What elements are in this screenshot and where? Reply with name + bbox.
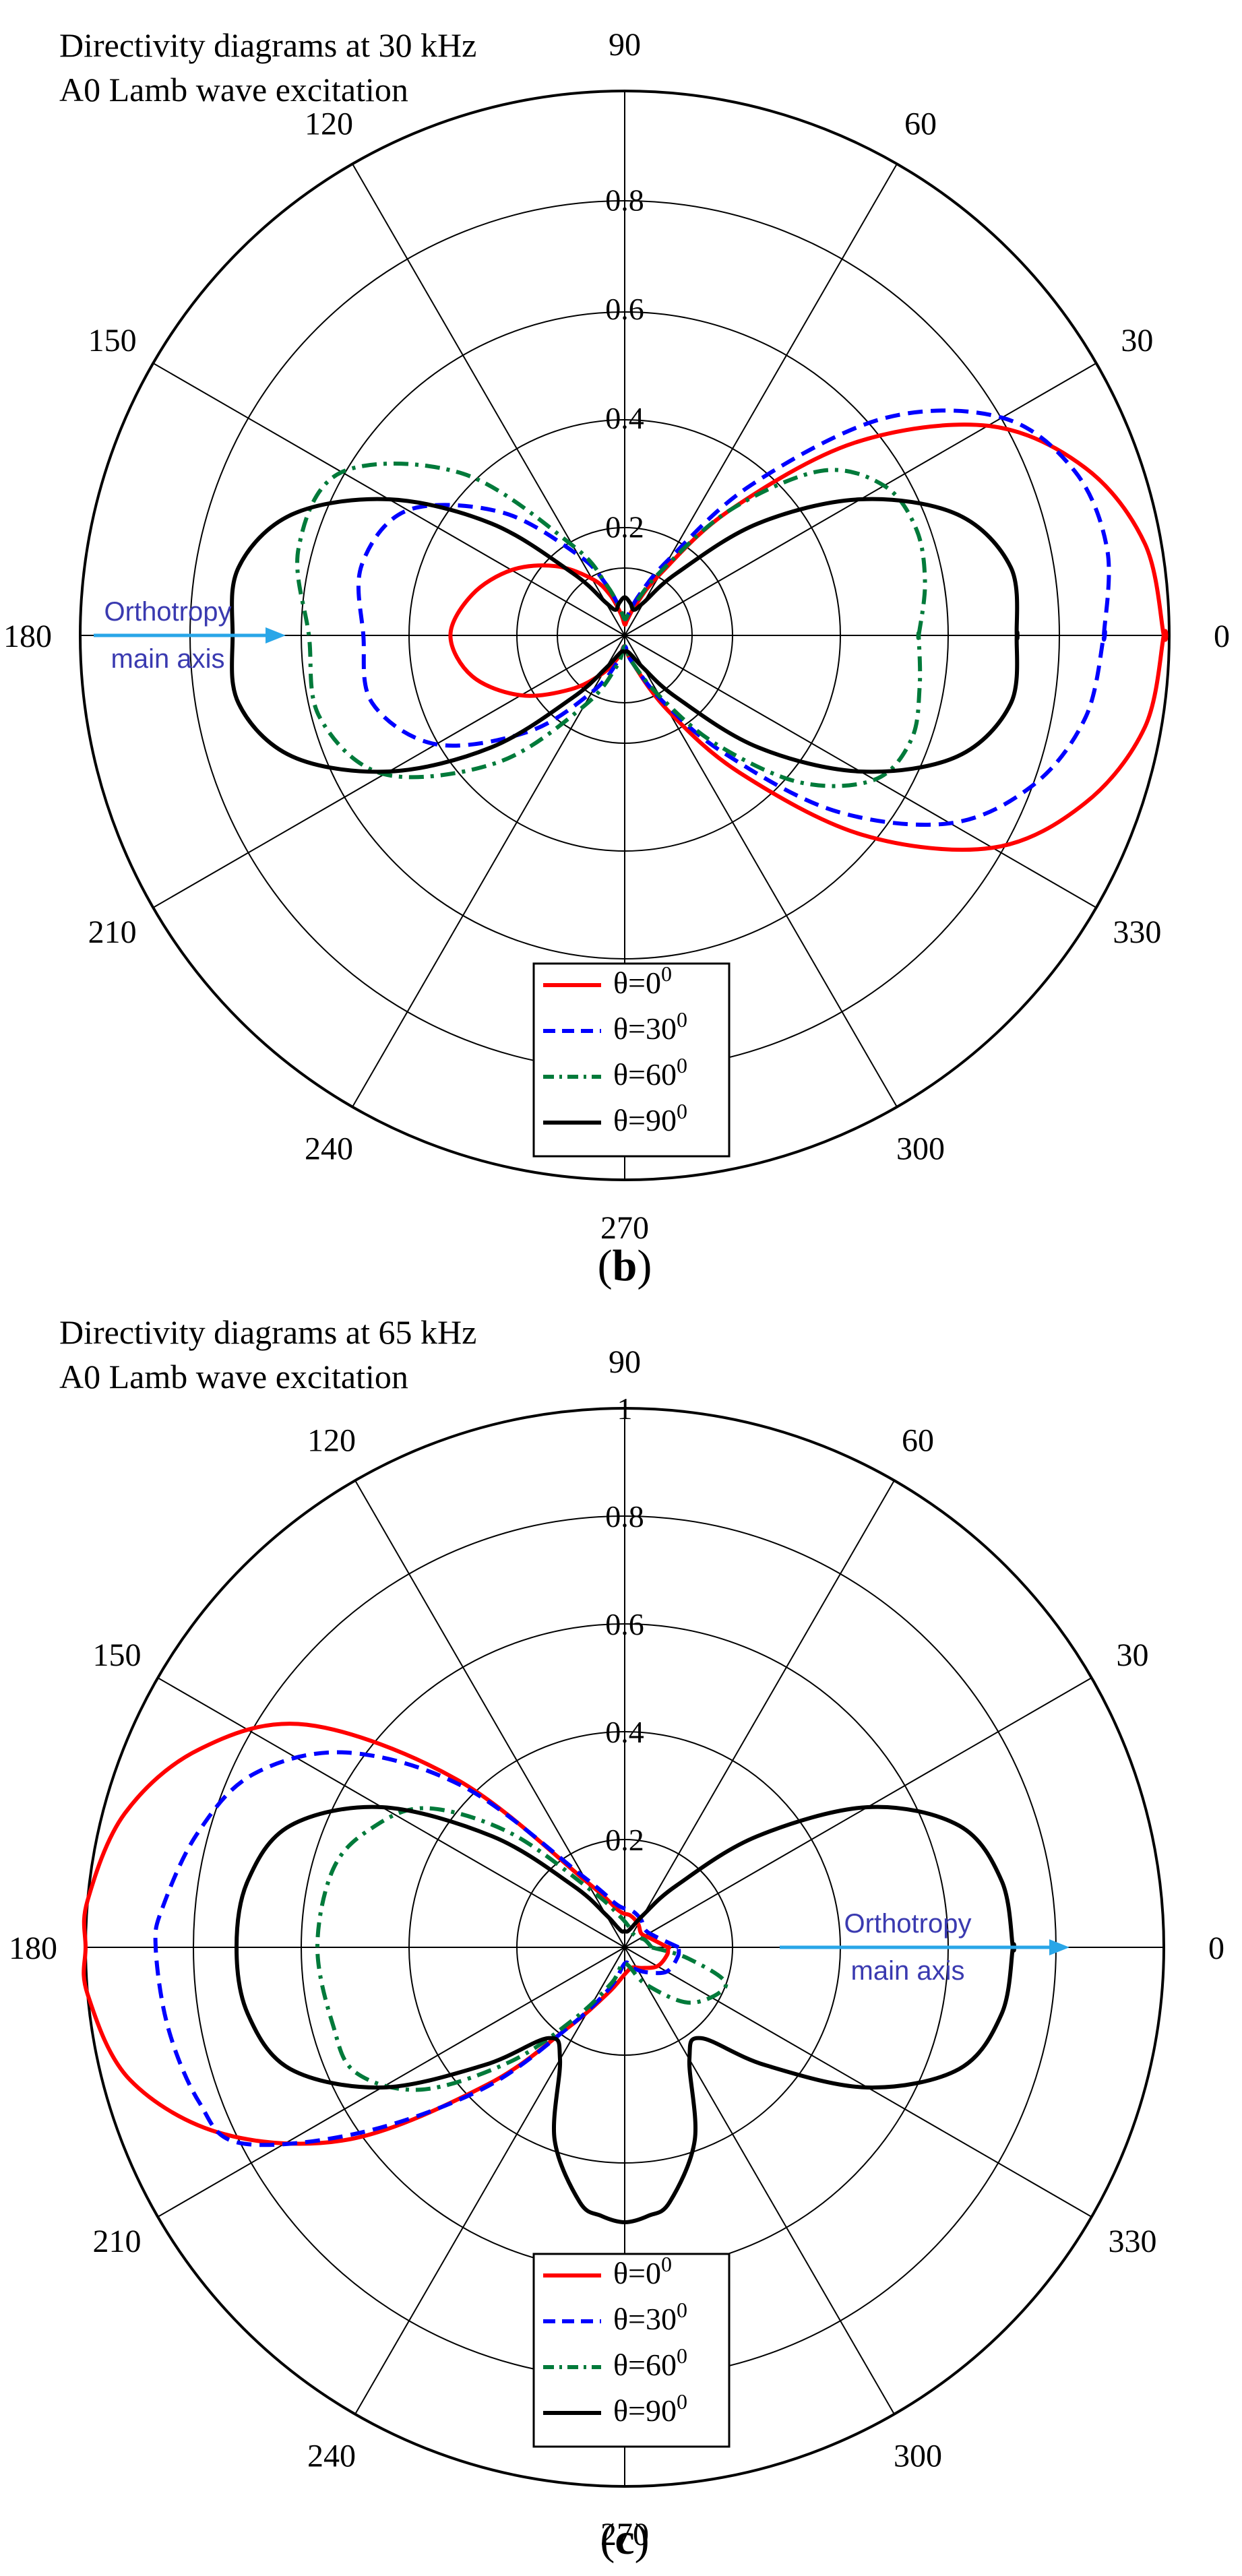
panel-label: (b) bbox=[598, 1241, 652, 1290]
angle-label: 240 bbox=[307, 2438, 356, 2474]
legend-label-main: θ=60 bbox=[613, 2348, 677, 2382]
radial-tick-label: 0.8 bbox=[605, 1499, 644, 1534]
series-line bbox=[82, 1722, 671, 2146]
radial-tick-label: 0.2 bbox=[605, 509, 644, 544]
legend-label-main: θ=60 bbox=[613, 1057, 677, 1092]
chart-subtitle: A0 Lamb wave excitation bbox=[59, 71, 408, 108]
angle-label: 0 bbox=[1214, 619, 1230, 654]
legend-label-sup: 0 bbox=[677, 2344, 687, 2368]
annotation-line-2: main axis bbox=[111, 644, 225, 674]
series-line bbox=[315, 1806, 728, 2092]
legend-label-main: θ=0 bbox=[613, 2256, 661, 2290]
legend-label-sup: 0 bbox=[661, 2252, 672, 2276]
angle-label: 270 bbox=[600, 2517, 649, 2552]
legend-label-main: θ=30 bbox=[613, 2302, 677, 2336]
angle-label: 300 bbox=[896, 1131, 945, 1166]
series-line bbox=[295, 462, 927, 788]
angle-label: 300 bbox=[894, 2438, 942, 2474]
series-line bbox=[153, 1750, 683, 2147]
legend-label: θ=300 bbox=[613, 2298, 687, 2336]
panel-label-letter: c bbox=[615, 2515, 634, 2564]
legend-label-sup: 0 bbox=[677, 2389, 687, 2414]
series-line bbox=[356, 408, 1111, 827]
angle-label: 330 bbox=[1108, 2224, 1156, 2259]
panel-label-close: ) bbox=[635, 2515, 650, 2564]
series-group bbox=[230, 408, 1169, 852]
angle-label: 150 bbox=[88, 323, 137, 358]
radial-tick-label: 1 bbox=[617, 1391, 633, 1426]
angle-label: 60 bbox=[904, 106, 937, 142]
legend-label-main: θ=30 bbox=[613, 1011, 677, 1046]
angle-label: 90 bbox=[609, 27, 641, 63]
radial-tick-label: 0.8 bbox=[605, 183, 644, 218]
legend-label: θ=00 bbox=[613, 2252, 672, 2290]
grid-spoke bbox=[152, 363, 1097, 908]
legend-label: θ=600 bbox=[613, 1053, 687, 1092]
angle-label: 210 bbox=[93, 2224, 142, 2259]
series-group bbox=[82, 1722, 1017, 2224]
grid-spoke bbox=[157, 1677, 1092, 2218]
angle-labels: 0 30 60 90 120 150 180 210 240 270 300 330 bbox=[3, 27, 1230, 1246]
legend-label-main: θ=90 bbox=[613, 1103, 677, 1137]
angle-label: 120 bbox=[305, 106, 353, 142]
panel-label-close: ) bbox=[637, 1241, 652, 1290]
chart-title: Directivity diagrams at 65 kHz bbox=[59, 1313, 476, 1351]
legend-label-sup: 0 bbox=[677, 2298, 687, 2322]
chart-title: Directivity diagrams at 30 kHz bbox=[59, 26, 476, 64]
angle-label: 180 bbox=[3, 619, 52, 654]
chart-subtitle: A0 Lamb wave excitation bbox=[59, 1358, 408, 1395]
annotation-line-2: main axis bbox=[851, 1956, 965, 1986]
angle-label: 240 bbox=[305, 1131, 353, 1166]
legend-label-main: θ=0 bbox=[613, 966, 661, 1000]
panel-label-letter: b bbox=[613, 1241, 638, 1290]
radial-tick-labels: 0.2 0.4 0.6 0.8 bbox=[605, 183, 644, 544]
angle-label: 150 bbox=[93, 1637, 142, 1673]
orthotropy-arrow-head bbox=[1049, 1939, 1069, 1955]
angle-label: 330 bbox=[1113, 914, 1161, 950]
series-line bbox=[230, 497, 1020, 774]
legend-label-sup: 0 bbox=[677, 1007, 687, 1032]
legend-label-sup: 0 bbox=[661, 962, 672, 986]
radial-tick-label: 0.4 bbox=[605, 401, 644, 435]
angle-label: 30 bbox=[1121, 323, 1153, 358]
radial-tick-label: 0.4 bbox=[605, 1715, 644, 1749]
angle-label: 180 bbox=[9, 1930, 57, 1966]
legend-label: θ=00 bbox=[613, 962, 672, 1000]
angle-label: 270 bbox=[600, 1210, 649, 1246]
series-line bbox=[448, 422, 1169, 852]
polar-chart-65khz: Directivity diagrams at 65 kHz A0 Lamb w… bbox=[9, 1313, 1224, 2564]
radial-tick-label: 0.6 bbox=[605, 1607, 644, 1641]
radial-tick-label: 0.2 bbox=[605, 1823, 644, 1857]
angle-label: 30 bbox=[1116, 1637, 1148, 1673]
annotation-line-1: Orthotropy bbox=[104, 597, 232, 627]
orthotropy-annotation: Orthotropy main axis bbox=[94, 597, 286, 674]
panel-label: (c) bbox=[600, 2515, 649, 2564]
panel-label-open: ( bbox=[598, 1241, 613, 1290]
radial-tick-labels: 0.2 0.4 0.6 0.8 1 bbox=[605, 1391, 644, 1857]
orthotropy-arrow-head bbox=[266, 627, 286, 643]
legend-label: θ=900 bbox=[613, 2389, 687, 2428]
polar-chart-30khz: Directivity diagrams at 30 kHz A0 Lamb w… bbox=[3, 26, 1230, 1290]
legend-label: θ=600 bbox=[613, 2344, 687, 2382]
series-line bbox=[235, 1804, 1017, 2224]
legend-label-sup: 0 bbox=[677, 1099, 687, 1123]
legend-label-sup: 0 bbox=[677, 1053, 687, 1077]
annotation-line-1: Orthotropy bbox=[844, 1909, 972, 1939]
panel-label-open: ( bbox=[600, 2515, 615, 2564]
angle-label: 120 bbox=[307, 1423, 356, 1459]
angle-labels: 0 30 60 90 120 150 180 210 240 270 300 330 bbox=[9, 1344, 1224, 2552]
legend-label: θ=900 bbox=[613, 1099, 687, 1137]
angle-label: 210 bbox=[88, 914, 137, 950]
angle-label: 90 bbox=[609, 1344, 641, 1380]
legend-label-main: θ=90 bbox=[613, 2393, 677, 2428]
radial-tick-label: 0.6 bbox=[605, 292, 644, 326]
orthotropy-annotation: Orthotropy main axis bbox=[780, 1909, 1069, 1986]
legend-label: θ=300 bbox=[613, 1007, 687, 1046]
angle-label: 0 bbox=[1208, 1930, 1224, 1966]
angle-label: 60 bbox=[902, 1423, 934, 1459]
